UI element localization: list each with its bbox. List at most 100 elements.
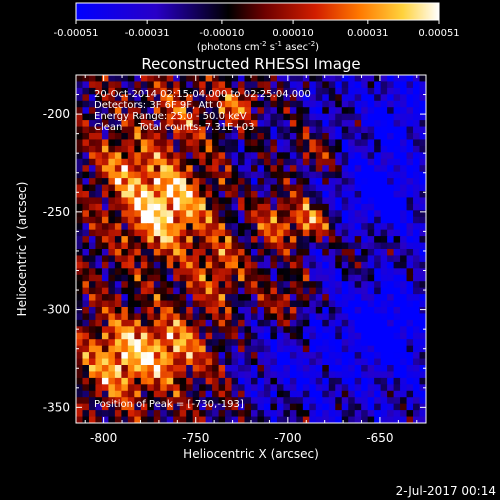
heatmap-cell: [374, 397, 382, 405]
heatmap-cell: [147, 133, 155, 141]
heatmap-cell: [315, 152, 323, 160]
heatmap-cell: [101, 184, 110, 192]
heatmap-cell: [263, 126, 272, 134]
heatmap-cell: [413, 87, 421, 95]
heatmap-cell: [218, 384, 226, 392]
heatmap-cell: [302, 139, 310, 147]
heatmap-cell: [315, 171, 323, 179]
heatmap-cell: [140, 416, 148, 423]
heatmap-cell: [387, 390, 395, 398]
heatmap-cell: [101, 358, 110, 366]
heatmap-cell: [413, 294, 421, 302]
heatmap-cell: [153, 268, 161, 276]
heatmap-cell: [231, 171, 239, 179]
heatmap-cell: [257, 287, 265, 295]
heatmap-cell: [296, 158, 304, 166]
heatmap-cell: [238, 242, 246, 250]
heatmap-cell: [341, 178, 349, 186]
heatmap-cell: [413, 120, 421, 128]
heatmap-cell: [179, 332, 187, 340]
heatmap-cell: [380, 145, 388, 153]
heatmap-cell: [95, 268, 103, 276]
heatmap-cell: [186, 339, 194, 347]
heatmap-cell: [205, 107, 213, 115]
heatmap-cell: [341, 113, 349, 121]
heatmap-cell: [192, 287, 200, 295]
heatmap-cell: [374, 197, 382, 205]
heatmap-cell: [218, 332, 226, 340]
heatmap-cell: [400, 145, 408, 153]
heatmap-cell: [192, 210, 200, 218]
heatmap-cell: [134, 126, 142, 134]
heatmap-cell: [413, 332, 421, 340]
heatmap-cell: [166, 281, 174, 289]
heatmap-cell: [367, 268, 375, 276]
heatmap-cell: [413, 229, 421, 237]
heatmap-cell: [387, 339, 395, 347]
heatmap-cell: [134, 139, 142, 147]
heatmap-cell: [413, 261, 421, 269]
heatmap-cell: [108, 197, 116, 205]
heatmap-cell: [276, 139, 285, 147]
heatmap-cell: [108, 203, 116, 211]
heatmap-cell: [283, 403, 291, 411]
heatmap-cell: [289, 319, 297, 327]
heatmap-cell: [160, 210, 168, 218]
heatmap-cell: [101, 203, 110, 211]
heatmap-cell: [76, 390, 84, 398]
heatmap-cell: [328, 371, 336, 379]
heatmap-cell: [263, 384, 272, 392]
heatmap-cell: [374, 178, 382, 186]
heatmap-cell: [173, 416, 181, 423]
heatmap-cell: [199, 371, 207, 379]
heatmap-cell: [289, 223, 297, 231]
heatmap-cell: [114, 371, 122, 379]
heatmap-cell: [341, 145, 349, 153]
heatmap-cell: [283, 165, 291, 173]
heatmap-cell: [192, 203, 200, 211]
heatmap-cell: [186, 313, 194, 321]
heatmap-cell: [296, 210, 304, 218]
heatmap-cell: [367, 210, 375, 218]
heatmap-cell: [179, 126, 187, 134]
heatmap-cell: [192, 126, 200, 134]
heatmap-cell: [309, 223, 317, 231]
heatmap-cell: [160, 197, 168, 205]
heatmap-cell: [101, 319, 110, 327]
heatmap-cell: [134, 87, 142, 95]
heatmap-cell: [88, 158, 97, 166]
heatmap-cell: [153, 191, 161, 199]
heatmap-cell: [205, 113, 213, 121]
heatmap-cell: [76, 178, 84, 186]
heatmap-cell: [251, 139, 259, 147]
heatmap-cell: [341, 107, 349, 115]
heatmap-cell: [335, 319, 343, 327]
heatmap-cell: [179, 242, 187, 250]
heatmap-cell: [335, 100, 343, 108]
heatmap-cell: [283, 319, 291, 327]
heatmap-cell: [413, 197, 421, 205]
heatmap-cell: [406, 352, 414, 360]
heatmap-cell: [192, 339, 200, 347]
heatmap-cell: [179, 171, 187, 179]
heatmap-cell: [160, 371, 168, 379]
heatmap-cell: [212, 397, 220, 405]
heatmap-cell: [257, 242, 265, 250]
heatmap-cell: [134, 210, 142, 218]
heatmap-cell: [82, 165, 90, 173]
heatmap-cell: [212, 358, 220, 366]
heatmap-cell: [140, 100, 148, 108]
heatmap-cell: [231, 178, 239, 186]
heatmap-cell: [387, 133, 395, 141]
heatmap-cell: [406, 287, 414, 295]
heatmap-cell: [309, 133, 317, 141]
heatmap-cell: [387, 332, 395, 340]
heatmap-cell: [114, 313, 122, 321]
heatmap-cell: [374, 139, 382, 147]
heatmap-cell: [400, 274, 408, 282]
heatmap-cell: [225, 126, 233, 134]
heatmap-cell: [276, 274, 285, 282]
heatmap-cell: [374, 165, 382, 173]
heatmap-cell: [328, 126, 336, 134]
heatmap-cell: [413, 126, 421, 134]
